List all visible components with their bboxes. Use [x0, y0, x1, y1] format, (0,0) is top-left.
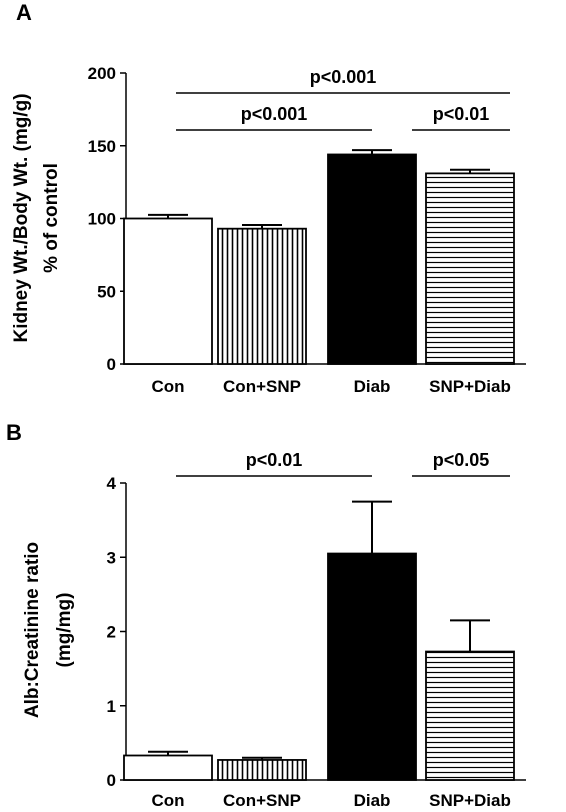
y-axis-label: % of control	[41, 163, 62, 273]
panel-label: A	[16, 0, 32, 25]
bar-diab	[327, 153, 417, 365]
y-tick-label: 100	[88, 210, 116, 229]
significance-label: p<0.01	[433, 104, 490, 124]
bar-con-snp	[217, 227, 307, 365]
x-tick-label: Con	[151, 791, 184, 810]
x-tick-label: Con	[151, 377, 184, 396]
significance-label: p<0.05	[433, 450, 490, 470]
y-tick-label: 200	[88, 64, 116, 83]
y-tick-label: 3	[107, 548, 116, 567]
y-tick-label: 4	[107, 474, 117, 493]
significance-label: p<0.01	[246, 450, 303, 470]
y-tick-label: 50	[97, 282, 116, 301]
significance-label: p<0.001	[310, 67, 377, 87]
x-tick-label: Con+SNP	[223, 377, 301, 396]
x-tick-label: Diab	[354, 377, 391, 396]
bar-con	[123, 217, 213, 365]
x-tick-label: SNP+Diab	[429, 791, 511, 810]
y-tick-label: 2	[107, 623, 116, 642]
y-tick-label: 1	[107, 697, 116, 716]
y-tick-label: 150	[88, 137, 116, 156]
panel-a: A 0 50 100 150 200 Kidney Wt./Body Wt. (mg/g)%…	[11, 0, 526, 396]
y-tick-label: 0	[107, 355, 116, 374]
x-tick-label: SNP+Diab	[429, 377, 511, 396]
bar-con	[123, 754, 213, 781]
y-axis-label: (mg/mg)	[54, 593, 75, 668]
bar-snp-diab	[425, 650, 515, 781]
y-tick-label: 0	[107, 771, 116, 790]
bar-diab	[327, 552, 417, 781]
x-tick-label: Con+SNP	[223, 791, 301, 810]
panel-b: B 0 1 2 3 4 Alb:Creatinine ratio (mg/mg) Con Con+…	[6, 420, 526, 810]
panel-label: B	[6, 420, 22, 445]
bar-con-snp	[217, 759, 307, 781]
significance-label: p<0.001	[241, 104, 308, 124]
y-axis-label: Alb:Creatinine ratio	[22, 542, 43, 718]
x-tick-label: Diab	[354, 791, 391, 810]
y-axis-label: Kidney Wt./Body Wt. (mg/g)	[11, 93, 32, 342]
bar-snp-diab	[425, 172, 515, 365]
